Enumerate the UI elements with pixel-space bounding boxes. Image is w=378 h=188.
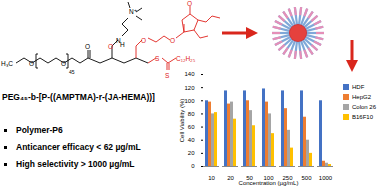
svg-text:O: O [85, 43, 90, 50]
svg-text:0: 0 [191, 163, 195, 169]
html-text:HDF: HDF [352, 84, 365, 90]
svg-text:O: O [187, 0, 192, 7]
svg-text:O: O [141, 37, 146, 44]
svg-text:N: N [116, 37, 121, 44]
svg-text:250: 250 [282, 174, 293, 181]
html-text:PEG₄₅-b-[P-((AMPTMA)-r-(JA-HEM: PEG₄₅-b-[P-((AMPTMA)-r-(JA-HEMA))] [2, 92, 155, 102]
svg-text:Cell Viability (%): Cell Viability (%) [179, 99, 185, 143]
html-text:High selectivity > 1000 µg/mL: High selectivity > 1000 µg/mL [16, 159, 135, 169]
svg-text:45: 45 [69, 69, 75, 75]
svg-text:Concentration (µg/mL): Concentration (µg/mL) [239, 180, 299, 186]
html-text:HepG2: HepG2 [352, 94, 371, 100]
svg-text:120: 120 [184, 85, 195, 91]
svg-text:140: 140 [184, 71, 195, 77]
svg-text:100: 100 [263, 174, 274, 181]
svg-text:O: O [108, 43, 113, 50]
html-text:B16F10: B16F10 [352, 114, 373, 120]
html-text:Colon 26: Colon 26 [352, 104, 376, 110]
svg-text:O: O [61, 60, 66, 67]
svg-text:50: 50 [246, 174, 253, 181]
svg-text:S: S [155, 55, 160, 62]
svg-text:80: 80 [188, 111, 195, 117]
html-text:Polymer-P6: Polymer-P6 [16, 125, 63, 135]
svg-text:500: 500 [301, 175, 312, 181]
svg-text:10: 10 [208, 175, 215, 181]
svg-text:O: O [170, 37, 175, 44]
svg-text:H: H [120, 41, 125, 48]
svg-text:1000: 1000 [319, 175, 333, 181]
svg-text:O: O [29, 60, 34, 67]
html-text:Anticancer efficacy < 62 µg/mL: Anticancer efficacy < 62 µg/mL [16, 142, 141, 152]
svg-text:40: 40 [188, 137, 195, 143]
svg-text:20: 20 [188, 150, 195, 156]
svg-text:60: 60 [188, 124, 195, 130]
svg-text:20: 20 [227, 175, 234, 181]
svg-text:H₃C: H₃C [1, 60, 13, 67]
svg-text:S: S [165, 72, 170, 79]
svg-text:100: 100 [184, 98, 195, 104]
svg-text:N⁺: N⁺ [129, 8, 137, 15]
svg-text:C₁₂H₂₅: C₁₂H₂₅ [176, 55, 196, 62]
